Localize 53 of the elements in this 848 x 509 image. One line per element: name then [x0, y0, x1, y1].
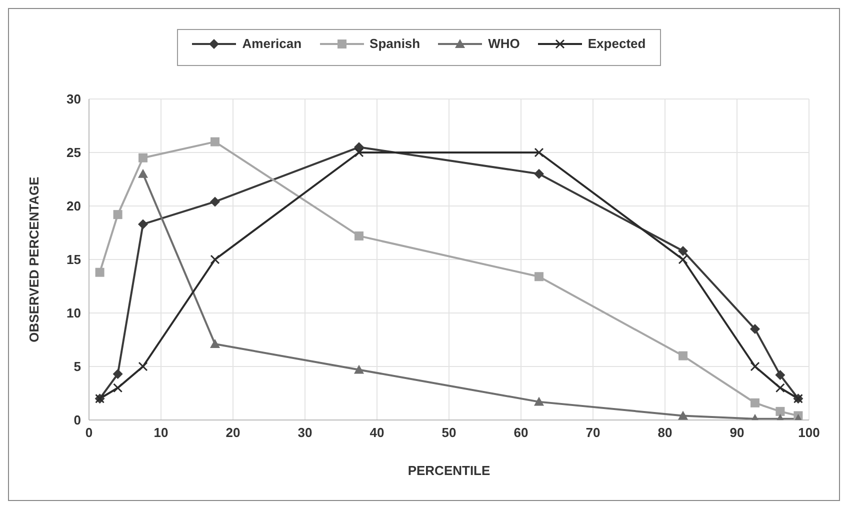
y-tick-label: 15	[66, 252, 81, 268]
x-tick-label: 20	[226, 425, 240, 440]
point	[210, 254, 220, 264]
x-tick-label: 70	[586, 425, 600, 440]
y-tick-label: 0	[74, 412, 81, 428]
x-tick-label: 30	[298, 425, 312, 440]
y-tick-label: 20	[66, 198, 81, 214]
x-tick-label: 100	[798, 425, 820, 440]
x-tick-label: 10	[154, 425, 168, 440]
legend-label: Expected	[588, 36, 646, 51]
point	[354, 364, 364, 374]
point	[775, 383, 785, 393]
x-tick-label: 40	[370, 425, 384, 440]
x-tick-label: 80	[658, 425, 672, 440]
point	[534, 148, 544, 158]
y-tick-label: 30	[66, 92, 81, 107]
x-tick-label: 90	[730, 425, 744, 440]
y-tick-label: 5	[74, 359, 81, 374]
y-tick-label: 10	[66, 306, 81, 321]
point	[95, 268, 104, 277]
point	[113, 210, 122, 220]
point	[678, 410, 688, 420]
point	[775, 370, 786, 380]
point	[138, 362, 148, 372]
point	[750, 324, 760, 334]
x-axis-title: PERCENTILE	[408, 463, 490, 478]
x-tick-label: 0	[85, 425, 93, 440]
point	[678, 246, 688, 256]
point	[534, 272, 544, 282]
point	[678, 351, 688, 360]
x-tick-label: 50	[442, 425, 456, 440]
point	[354, 148, 364, 158]
point	[112, 368, 123, 379]
y-tick-label: 25	[66, 145, 81, 160]
point	[750, 362, 760, 372]
point	[750, 398, 760, 408]
y-axis-title: OBSERVED PERCENTAGE	[26, 176, 42, 342]
point	[534, 396, 544, 406]
point	[138, 168, 148, 178]
point	[210, 137, 220, 146]
point	[776, 406, 785, 416]
point	[210, 196, 220, 207]
legend-label: American	[242, 36, 302, 51]
legend-label: Spanish	[370, 36, 420, 51]
point	[354, 231, 364, 240]
point	[138, 153, 148, 162]
point	[678, 254, 688, 264]
point	[138, 219, 148, 230]
x-tick-label: 60	[514, 425, 528, 440]
point	[534, 168, 544, 179]
legend-label: WHO	[488, 36, 520, 51]
point	[210, 339, 220, 348]
point	[113, 383, 123, 393]
